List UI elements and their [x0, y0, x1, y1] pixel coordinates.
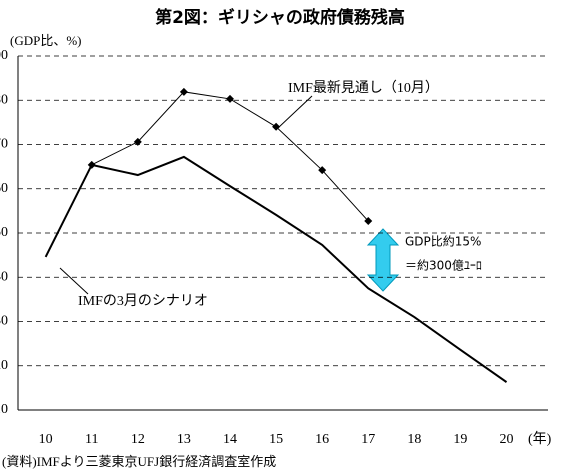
marker	[272, 122, 281, 131]
x-tick-label: 20	[500, 432, 514, 447]
annotation: IMF最新見通し（10月）	[288, 80, 439, 96]
x-tick-label: 18	[407, 432, 421, 447]
x-tick-label: 14	[223, 432, 237, 447]
x-tick-label: 13	[177, 432, 191, 447]
marker	[318, 166, 327, 175]
y-tick-label: 180	[0, 92, 8, 107]
leader-line	[277, 95, 313, 129]
y-tick-label: 190	[0, 48, 8, 63]
y-tick-label: 120	[0, 358, 8, 373]
marker	[364, 217, 373, 226]
x-tick-label: 12	[131, 432, 145, 447]
marker	[179, 87, 188, 96]
x-tick-label: 19	[453, 432, 467, 447]
y-tick-label: 140	[0, 269, 8, 284]
annotation: IMFの3月のシナリオ	[78, 293, 208, 309]
x-tick-label: 15	[269, 432, 283, 447]
marker	[87, 160, 96, 169]
annotation: ＝約300億ﾕｰﾛ	[405, 258, 482, 273]
x-tick-label: 16	[315, 432, 329, 447]
leader-line	[59, 267, 89, 295]
y-tick-label: 110	[0, 402, 8, 417]
double-arrow	[366, 228, 400, 292]
annotation: GDP比約15%	[405, 234, 481, 249]
x-tick-label: 17	[361, 432, 375, 447]
chart-title: 第2図：ギリシャの政府債務残高	[155, 7, 405, 28]
x-tick-label: 11	[85, 432, 98, 447]
y-unit: (GDP比、%)	[10, 33, 82, 48]
y-tick-label: 150	[0, 225, 8, 240]
marker	[226, 94, 234, 103]
y-tick-label: 160	[0, 181, 8, 196]
series-line	[44, 155, 508, 383]
x-tick-label: 10	[39, 432, 53, 447]
y-tick-label: 130	[0, 314, 8, 329]
y-tick-label: 170	[0, 137, 8, 152]
x-unit: (年)	[528, 431, 552, 447]
series-line	[91, 91, 369, 222]
marker	[133, 137, 142, 146]
source: (資料)IMFより三菱東京UFJ銀行経済調査室作成	[2, 454, 276, 469]
